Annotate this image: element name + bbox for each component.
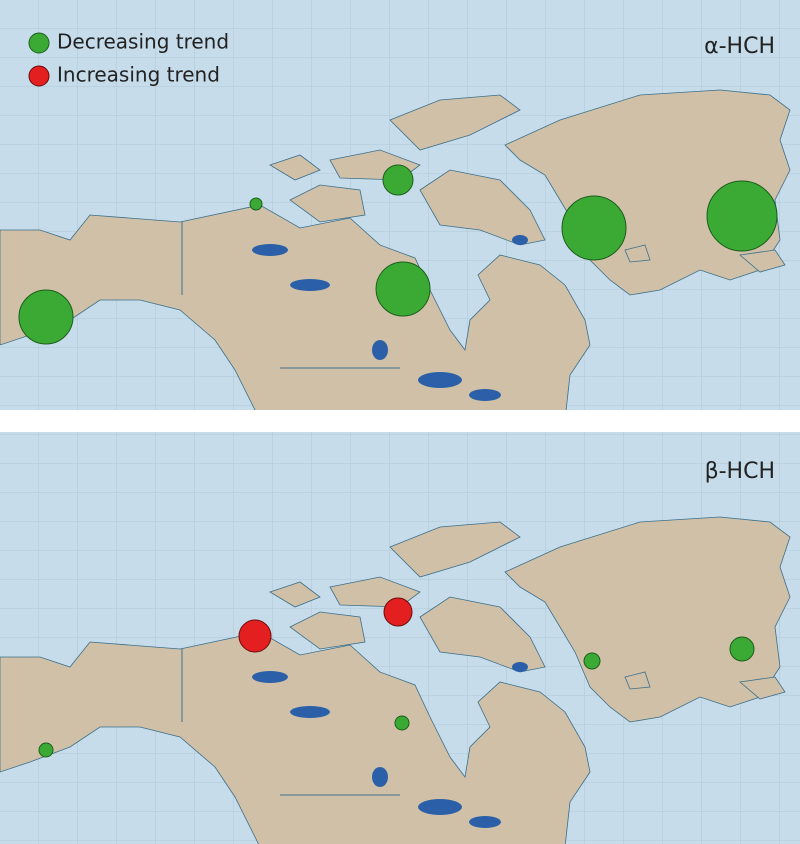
panel-title: α-HCH [704,34,775,59]
panel-alpha: Decreasing trend Increasing trend α-HCH [0,0,800,410]
site-marker [238,619,272,653]
site-marker [729,636,755,662]
panel-beta: β-HCH [0,432,800,844]
legend-swatch [28,65,50,87]
site-marker [383,597,413,627]
site-marker [18,289,74,345]
panel-title: β-HCH [705,459,775,484]
site-marker [375,261,431,317]
legend-label: Decreasing trend [57,30,229,54]
site-marker [394,715,410,731]
legend-swatch [28,32,50,54]
site-marker [706,180,778,252]
legend-label: Increasing trend [57,63,220,87]
site-marker [561,195,627,261]
site-marker [382,164,414,196]
site-marker [38,742,54,758]
site-marker [583,652,601,670]
site-marker [249,197,263,211]
